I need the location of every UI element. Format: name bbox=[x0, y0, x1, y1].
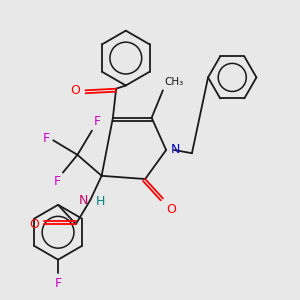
Text: H: H bbox=[96, 195, 106, 208]
Text: F: F bbox=[55, 278, 62, 290]
Text: F: F bbox=[54, 175, 61, 188]
Text: O: O bbox=[166, 203, 176, 216]
Text: CH₃: CH₃ bbox=[164, 77, 184, 87]
Text: N: N bbox=[171, 143, 180, 157]
Text: O: O bbox=[70, 84, 80, 97]
Text: F: F bbox=[94, 115, 101, 128]
Text: F: F bbox=[43, 132, 50, 145]
Text: O: O bbox=[29, 218, 39, 231]
Text: N: N bbox=[78, 194, 88, 206]
